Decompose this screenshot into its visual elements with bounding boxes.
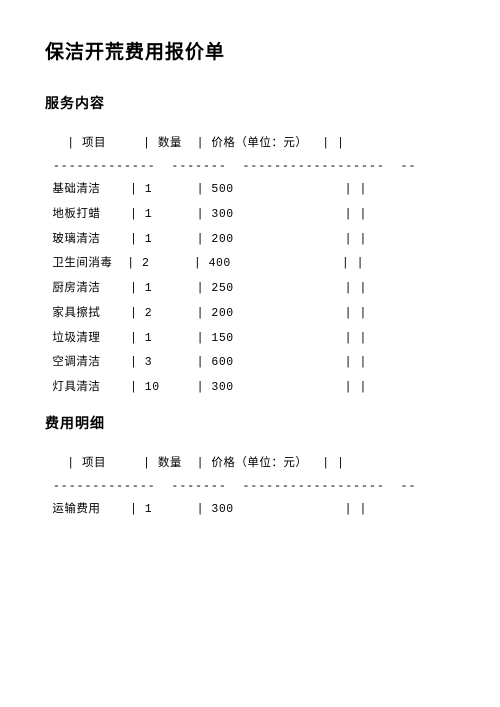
table-row: 家具擦拭 | 2 | 200 | | xyxy=(45,302,455,327)
page-title: 保洁开荒费用报价单 xyxy=(45,40,455,67)
table-row: 厨房清洁 | 1 | 250 | | xyxy=(45,277,455,302)
table-header: | 项目 | 数量 | 价格（单位：元） | | xyxy=(45,132,455,155)
table-separator: ------------- ------- ------------------… xyxy=(45,475,455,498)
section2-heading: 费用明细 xyxy=(45,415,455,435)
section1-table: | 项目 | 数量 | 价格（单位：元） | | ------------- -… xyxy=(45,132,455,400)
table-header: | 项目 | 数量 | 价格（单位：元） | | xyxy=(45,452,455,475)
table-row: 玻璃清洁 | 1 | 200 | | xyxy=(45,228,455,253)
section1-heading: 服务内容 xyxy=(45,95,455,115)
table-row: 垃圾清理 | 1 | 150 | | xyxy=(45,327,455,352)
table-row: 灯具清洁 | 10 | 300 | | xyxy=(45,376,455,401)
section2-table: | 项目 | 数量 | 价格（单位：元） | | ------------- -… xyxy=(45,452,455,523)
table-row: 运输费用 | 1 | 300 | | xyxy=(45,498,455,523)
table-separator: ------------- ------- ------------------… xyxy=(45,155,455,178)
table-row: 卫生间消毒 | 2 | 400 | | xyxy=(45,252,455,277)
table-row: 空调清洁 | 3 | 600 | | xyxy=(45,351,455,376)
table-row: 地板打蜡 | 1 | 300 | | xyxy=(45,203,455,228)
table-row: 基础清洁 | 1 | 500 | | xyxy=(45,178,455,203)
